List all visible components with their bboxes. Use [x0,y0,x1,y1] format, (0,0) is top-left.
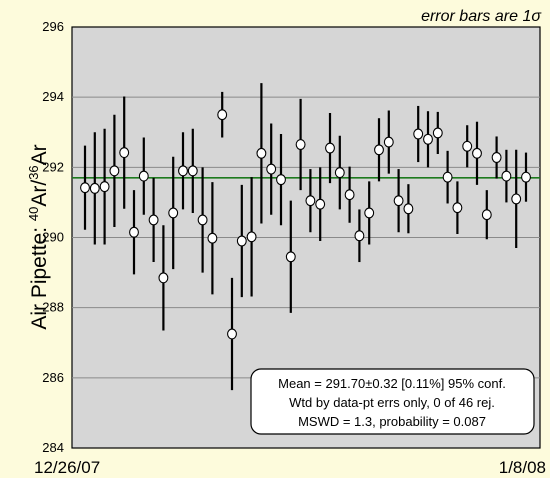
statistics-box-frame [250,368,535,435]
data-point-marker [80,182,90,194]
data-point-marker [197,214,208,226]
data-point-marker [138,170,149,182]
data-point-marker [481,209,492,221]
data-point-marker [432,127,443,139]
data-point-marker [325,142,335,154]
data-point-marker [276,174,286,186]
data-point-marker [89,182,100,194]
data-point-marker [129,226,139,238]
data-point-marker [109,165,120,177]
data-point-marker [334,167,345,179]
y-tick-labels: 284 286 288 290 292 294 296 [42,19,64,455]
data-point-marker [305,195,316,207]
data-point-marker [315,198,326,210]
data-point-marker [393,195,404,207]
data-point-marker [413,128,424,140]
y-axis-label: Air Pipette: 40Ar/36Ar [26,144,51,329]
data-point-marker [295,139,306,150]
y-tick-label: 296 [42,19,64,34]
y-tick-label: 286 [42,370,64,385]
gridlines [72,96,540,379]
data-points [80,83,531,391]
data-point-marker [374,144,384,156]
data-point-marker [266,163,277,175]
data-point-marker [207,232,218,244]
data-point-marker [246,231,257,243]
data-point-marker [236,235,247,247]
data-point-marker [364,207,375,219]
data-point-marker [119,147,130,159]
data-point-marker [178,165,188,177]
data-point-marker [462,140,473,152]
stats-weighting-line: Wtd by data-pt errs only, 0 of 46 rej. [289,395,495,410]
data-point-marker [521,171,531,183]
data-point-marker [256,147,267,159]
data-point-marker [501,170,512,182]
data-point-marker [344,189,355,201]
data-point-marker [383,136,394,148]
data-point-marker [158,272,169,284]
data-point-marker [423,133,433,145]
statistics-box: Mean = 291.70±0.32 [0.11%] 95% conf. Wtd… [250,368,535,435]
data-point-marker [452,202,463,214]
error-bar-note: error bars are 1σ [421,8,542,25]
data-point-marker [227,328,237,340]
y-tick-label: 292 [42,159,64,174]
y-tick-label: 288 [42,300,64,315]
stats-mean-line: Mean = 291.70±0.32 [0.11%] 95% conf. [278,376,506,391]
y-tick-label: 294 [42,89,64,104]
data-point-marker [491,152,502,163]
data-point-marker [168,207,179,219]
data-point-marker [285,251,296,263]
y-tick-label: 290 [42,230,64,245]
data-point-marker [472,147,482,159]
x-start-date-label: 12/26/07 [34,458,100,477]
data-point-marker [511,193,522,205]
stats-mswd-line: MSWD = 1.3, probability = 0.087 [298,414,486,429]
y-tick-label: 284 [42,440,64,455]
x-end-date-label: 1/8/08 [499,458,546,477]
data-point-marker [354,230,365,242]
data-point-marker [148,214,159,226]
data-point-marker [442,171,453,183]
data-point-marker [99,181,110,193]
data-point-marker [217,109,228,121]
data-point-marker [187,165,198,177]
data-point-marker [403,203,414,215]
